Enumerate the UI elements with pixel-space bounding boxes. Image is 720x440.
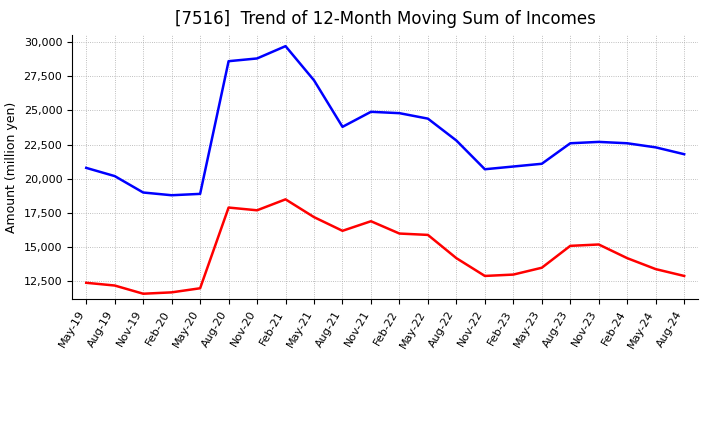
Ordinary Income <box>395 110 404 116</box>
Net Income <box>253 208 261 213</box>
Ordinary Income <box>338 124 347 129</box>
Ordinary Income <box>423 116 432 121</box>
Ordinary Income <box>282 44 290 49</box>
Net Income <box>623 256 631 261</box>
Ordinary Income <box>480 167 489 172</box>
Ordinary Income <box>310 78 318 83</box>
Ordinary Income <box>366 109 375 114</box>
Net Income <box>167 290 176 295</box>
Ordinary Income <box>139 190 148 195</box>
Net Income <box>110 283 119 288</box>
Net Income <box>196 286 204 291</box>
Net Income <box>595 242 603 247</box>
Net Income <box>566 243 575 249</box>
Ordinary Income <box>253 56 261 61</box>
Net Income <box>423 232 432 238</box>
Net Income <box>652 267 660 272</box>
Ordinary Income <box>225 59 233 64</box>
Net Income <box>338 228 347 234</box>
Net Income <box>537 265 546 270</box>
Ordinary Income <box>196 191 204 197</box>
Ordinary Income <box>595 139 603 144</box>
Net Income <box>680 273 688 279</box>
Ordinary Income <box>167 193 176 198</box>
Ordinary Income <box>82 165 91 171</box>
Net Income <box>225 205 233 210</box>
Net Income <box>480 273 489 279</box>
Ordinary Income <box>110 173 119 179</box>
Ordinary Income <box>452 138 461 143</box>
Net Income <box>509 272 518 277</box>
Net Income <box>452 256 461 261</box>
Net Income <box>395 231 404 236</box>
Net Income <box>366 219 375 224</box>
Net Income <box>310 214 318 220</box>
Ordinary Income <box>537 161 546 166</box>
Ordinary Income <box>652 145 660 150</box>
Net Income <box>82 280 91 286</box>
Net Income <box>139 291 148 297</box>
Line: Ordinary Income: Ordinary Income <box>86 46 684 195</box>
Ordinary Income <box>509 164 518 169</box>
Line: Net Income: Net Income <box>86 199 684 294</box>
Y-axis label: Amount (million yen): Amount (million yen) <box>5 102 18 233</box>
Ordinary Income <box>566 141 575 146</box>
Ordinary Income <box>623 141 631 146</box>
Title: [7516]  Trend of 12-Month Moving Sum of Incomes: [7516] Trend of 12-Month Moving Sum of I… <box>175 10 595 28</box>
Net Income <box>282 197 290 202</box>
Ordinary Income <box>680 151 688 157</box>
